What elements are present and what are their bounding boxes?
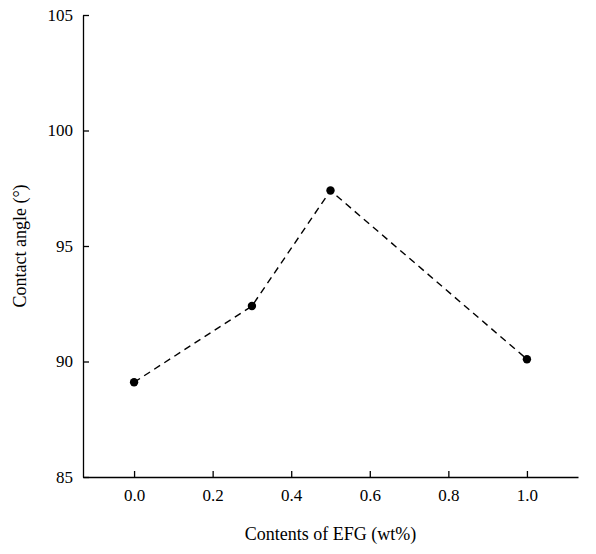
y-tick: 100 [48,121,90,140]
x-tick: 0.4 [281,471,303,505]
y-tick-mark [83,130,89,131]
y-tick-mark [83,246,89,247]
y-tick-label: 85 [56,468,73,487]
x-tick-mark [212,471,213,477]
x-tick-label: 0.4 [281,486,303,505]
y-axis: 85 90 95 100 105 [48,6,90,487]
y-tick-mark [83,15,89,16]
x-tick-label: 0.0 [124,486,145,505]
x-tick: 0.8 [438,471,459,505]
x-tick-mark [448,471,449,477]
data-point [248,302,256,310]
y-tick: 85 [56,468,89,487]
x-tick-mark [291,471,292,477]
y-axis-title: Contact angle (°) [10,184,31,307]
y-tick: 105 [48,6,90,25]
x-tick: 0.0 [124,471,145,505]
y-tick-label: 90 [56,352,73,371]
y-tick: 95 [56,237,89,256]
data-point [523,355,531,363]
y-tick-mark [83,361,89,362]
data-layer [130,186,531,386]
x-tick: 0.2 [203,471,224,505]
data-line [134,191,527,383]
data-point [326,186,334,194]
y-tick-label: 100 [48,121,74,140]
y-tick-label: 105 [48,6,74,25]
x-tick-mark [370,471,371,477]
x-axis: 0.0 0.2 0.4 0.6 0.8 1.0 [84,471,579,505]
plot-area: 0.0 0.2 0.4 0.6 0.8 1.0 85 90 95 100 105 [48,6,579,505]
x-tick: 1.0 [517,471,538,505]
x-tick-label: 1.0 [517,486,538,505]
x-axis-title: Contents of EFG (wt%) [245,524,416,545]
y-tick-mark [83,477,89,478]
x-tick-label: 0.6 [360,486,381,505]
x-tick: 0.6 [360,471,381,505]
x-axis-line [84,477,579,478]
x-tick-mark [527,471,528,477]
y-tick-label: 95 [56,237,73,256]
x-tick-mark [134,471,135,477]
y-tick: 90 [56,352,89,371]
data-point [130,378,138,386]
x-tick-label: 0.2 [203,486,224,505]
chart: 0.0 0.2 0.4 0.6 0.8 1.0 85 90 95 100 105 Contents o… [0,0,596,554]
x-tick-label: 0.8 [438,486,459,505]
